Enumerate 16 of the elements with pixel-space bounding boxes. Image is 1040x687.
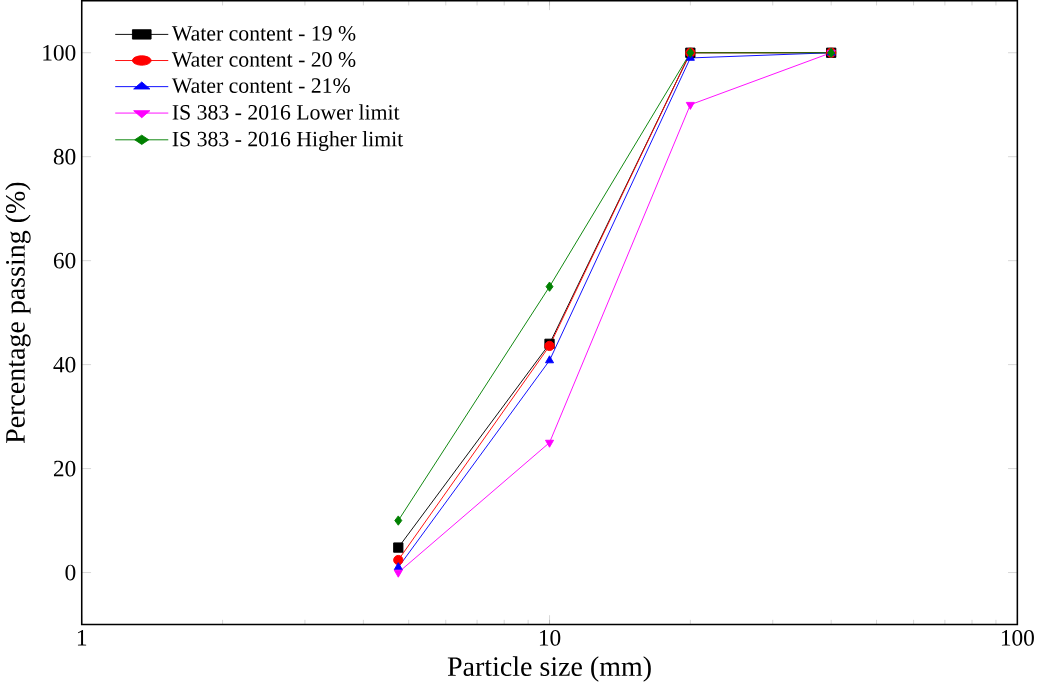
y-axis-title: Percentage passing (%) xyxy=(5,182,31,444)
legend-label: IS 383 - 2016 Higher limit xyxy=(172,131,404,151)
legend-label: Water content - 19 % xyxy=(171,26,356,41)
y-tick-label: 100 xyxy=(43,44,76,61)
legend-label: Water content - 20 % xyxy=(171,52,356,67)
y-tick-label: 80 xyxy=(53,148,76,165)
y-tick-label: 60 xyxy=(53,252,76,269)
y-tick-label: 20 xyxy=(53,460,76,477)
x-tick-label: 1 xyxy=(77,630,87,646)
y-tick-label: 40 xyxy=(53,356,76,373)
x-tick-label: 100 xyxy=(1001,630,1034,646)
y-tick-label: 0 xyxy=(65,564,76,581)
x-tick-label: 10 xyxy=(539,630,561,646)
x-axis-title: Particle size (mm) xyxy=(447,656,651,682)
legend-label: IS 383 - 2016 Lower limit xyxy=(172,104,400,120)
legend-label: Water content - 21% xyxy=(171,78,350,94)
